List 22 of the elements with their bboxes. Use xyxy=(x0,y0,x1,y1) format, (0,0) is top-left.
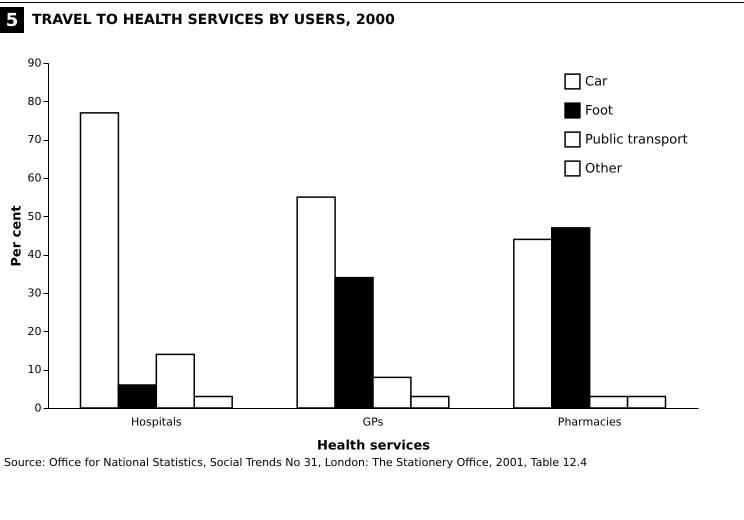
y-tick-label: 0 xyxy=(34,402,42,414)
x-axis-title: Health services xyxy=(316,438,430,454)
x-tick-label: Hospitals xyxy=(131,416,182,428)
chart-title: TRAVEL TO HEALTH SERVICES BY USERS, 2000 xyxy=(32,12,395,28)
y-tick-label: 10 xyxy=(28,363,42,376)
legend-label: Other xyxy=(585,162,623,176)
text: 5 xyxy=(0,7,24,33)
legend-label: Foot xyxy=(585,104,614,118)
y-tick-label: 80 xyxy=(28,94,42,108)
y-axis-title: Per cent xyxy=(10,205,25,267)
y-tick-label: 50 xyxy=(28,210,42,223)
legend-label: Public transport xyxy=(585,132,688,148)
x-tick-label: Pharmacies xyxy=(558,416,622,428)
x-tick-label: GPs xyxy=(362,416,384,428)
y-tick-label: 40 xyxy=(28,248,42,262)
y-tick-label: 90 xyxy=(28,56,42,70)
legend-label: Car xyxy=(585,74,608,90)
y-tick-label: 60 xyxy=(28,172,42,184)
y-tick-label: 70 xyxy=(28,133,42,146)
y-tick-label: 20 xyxy=(28,324,42,338)
y-tick-label: 30 xyxy=(28,286,42,300)
source-note: Source: Office for National Statistics, Social Trends No 31, London: The Stationery Office, 2001, Table 12.4 xyxy=(4,456,588,469)
